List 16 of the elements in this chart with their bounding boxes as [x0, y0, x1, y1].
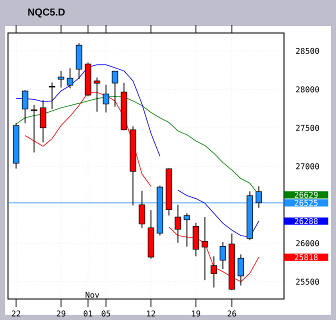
candlestick: [40, 100, 46, 143]
candlestick: [102, 84, 110, 113]
candlestick: [112, 70, 118, 108]
candlestick: [174, 204, 182, 244]
candlestick: [184, 212, 190, 248]
candlestick: [76, 42, 82, 80]
candlestick: [58, 70, 64, 88]
candlestick: [66, 68, 74, 89]
candlestick: [192, 222, 200, 257]
candlestick: [138, 190, 146, 228]
candlestick: [48, 82, 56, 110]
candlestick: [22, 90, 28, 124]
candlestick: [30, 104, 38, 153]
candlestick: [220, 242, 226, 270]
chart-title: NQC5.D: [28, 8, 65, 18]
candlestick: [238, 254, 244, 286]
